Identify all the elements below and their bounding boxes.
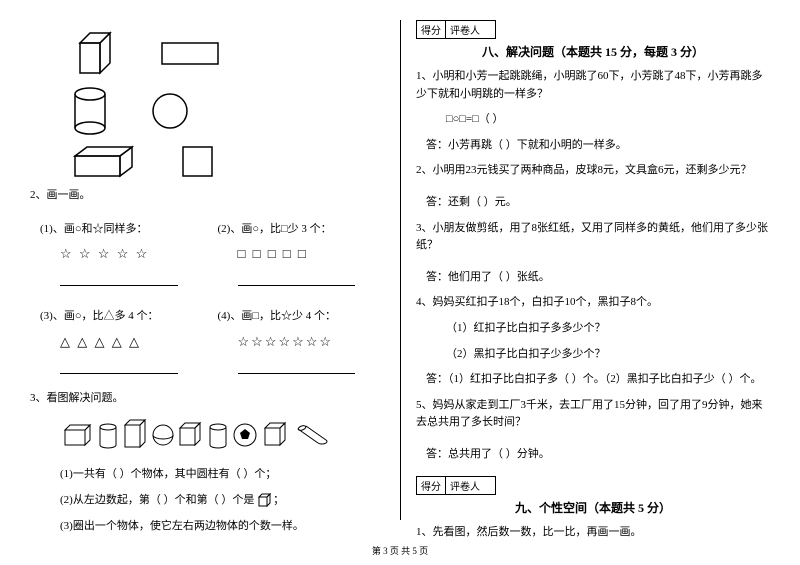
sub2-blank [238, 270, 356, 286]
r-q5: 5、妈妈从家走到工厂3千米，去工厂用了15分钟，回了用了9分钟，她来去总共用了多… [416, 397, 770, 432]
q3-2-text: (2)从左边数起，第（ ）个和第（ ）个是 [60, 494, 254, 506]
r-q3: 3、小朋友做剪纸，用了8张红纸，又用了同样多的黄纸，他们用了多少张纸？ [416, 220, 770, 255]
q3-2: (2)从左边数起，第（ ）个和第（ ）个是 ； [60, 492, 385, 510]
r-q4-2: （2）黑扣子比白扣子少多少个？ [446, 346, 770, 364]
cube-icon [70, 28, 120, 78]
sub1-label: (1)、画○和☆同样多： [40, 221, 208, 239]
page-columns: 2、画一画。 (1)、画○和☆同样多： ☆ ☆ ☆ ☆ ☆ (2)、画○，比□少… [30, 20, 770, 520]
r-q2-ans: 答：还剩（ ）元。 [426, 194, 770, 212]
score-box-8: 得分 评卷人 [416, 20, 496, 39]
rectangle-icon [160, 41, 220, 66]
shape-row-3 [70, 144, 385, 179]
sub2-label: (2)、画○，比□少 3 个： [218, 221, 386, 239]
shape-row-1 [70, 28, 385, 78]
q3-label: 3、看图解决问题。 [30, 390, 385, 408]
r-q4-1: （1）红扣子比白扣子多多少个？ [446, 320, 770, 338]
page-footer: 第 3 页 共 5 页 [0, 544, 800, 557]
objects-row [60, 415, 385, 458]
r-q5-ans: 答：总共用了（ ）分钟。 [426, 446, 770, 464]
right-column: 得分 评卷人 八、解决问题（本题共 15 分，每题 3 分） 1、小明和小芳一起… [400, 20, 770, 520]
section-9-title: 九、个性空间（本题共 5 分） [416, 499, 770, 516]
sub3-blank [60, 358, 178, 374]
sub4-label: (4)、画□，比☆少 4 个： [218, 308, 386, 326]
cylinder-icon [70, 86, 110, 136]
left-column: 2、画一画。 (1)、画○和☆同样多： ☆ ☆ ☆ ☆ ☆ (2)、画○，比□少… [30, 20, 400, 520]
r-q1-eq: □○□=□（ ） [446, 111, 770, 129]
score-box-9: 得分 评卷人 [416, 476, 496, 495]
sub4-symbols: ☆☆☆☆☆☆☆ [238, 334, 386, 350]
r-q1: 1、小明和小芳一起跳跳绳，小明跳了60下，小芳跳了48下，小芳再跳多少下就和小明… [416, 68, 770, 103]
sub1-symbols: ☆ ☆ ☆ ☆ ☆ [60, 246, 208, 262]
score-label: 得分 [417, 21, 446, 38]
sub2-symbols: □ □ □ □ □ [238, 246, 386, 262]
r-q4-ans: 答：（1）红扣子比白扣子多（ ）个。（2）黑扣子比白扣子少（ ）个。 [426, 371, 770, 389]
sub-row-12: (1)、画○和☆同样多： ☆ ☆ ☆ ☆ ☆ (2)、画○，比□少 3 个： □… [30, 213, 385, 295]
sub-row-34: (3)、画○，比△多 4 个： △ △ △ △ △ (4)、画□，比☆少 4 个… [30, 300, 385, 382]
q3-1: (1)一共有（ ）个物体，其中圆柱有（ ）个； [60, 466, 385, 484]
grader-label-9: 评卷人 [446, 477, 484, 494]
square-icon [180, 144, 215, 179]
sub3-symbols: △ △ △ △ △ [60, 334, 208, 350]
r-q2: 2、小明用23元钱买了两种商品，皮球8元，文具盒6元，还剩多少元？ [416, 162, 770, 180]
r-q1-ans: 答：小芳再跳（ ）下就和小明的一样多。 [426, 137, 770, 155]
r-q9-1: 1、先看图，然后数一数，比一比，再画一画。 [416, 524, 770, 542]
shape-row-2 [70, 86, 385, 136]
circle-icon [150, 91, 190, 131]
grader-label: 评卷人 [446, 21, 484, 38]
sub4-blank [238, 358, 356, 374]
q2-label: 2、画一画。 [30, 187, 385, 205]
r-q4: 4、妈妈买红扣子18个，白扣子10个，黑扣子8个。 [416, 294, 770, 312]
small-cube-icon [257, 492, 273, 508]
sub1-blank [60, 270, 178, 286]
section-8-title: 八、解决问题（本题共 15 分，每题 3 分） [416, 43, 770, 60]
cuboid-icon [70, 144, 140, 179]
q3-3: (3)圈出一个物体，使它左右两边物体的个数一样。 [60, 518, 385, 536]
r-q3-ans: 答：他们用了（ ）张纸。 [426, 269, 770, 287]
sub3-label: (3)、画○，比△多 4 个： [40, 308, 208, 326]
score-label-9: 得分 [417, 477, 446, 494]
